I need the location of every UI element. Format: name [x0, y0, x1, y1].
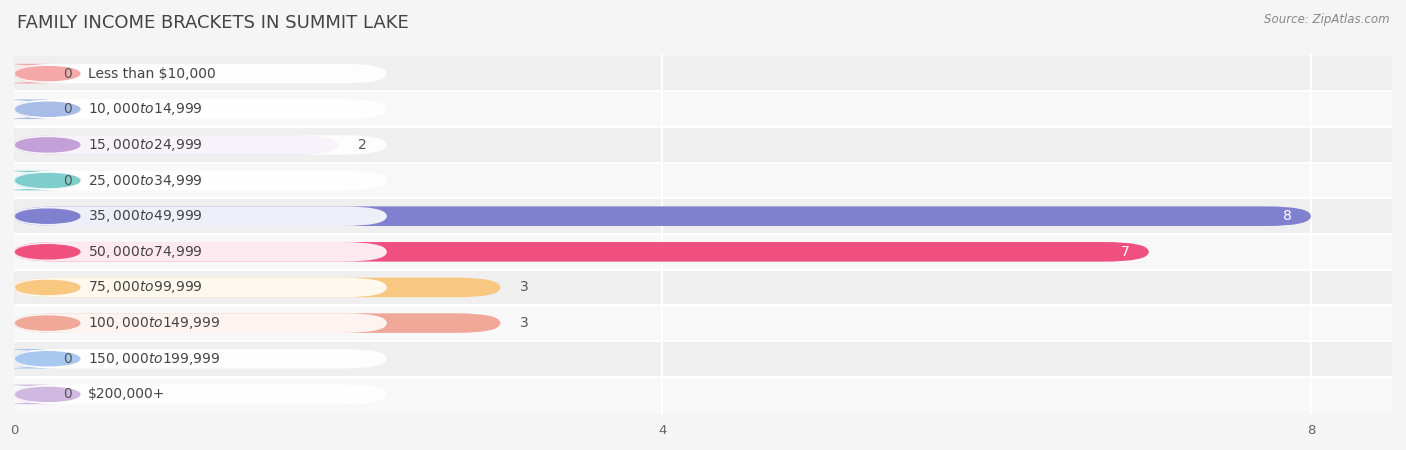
Bar	[14, 270, 1392, 305]
FancyBboxPatch shape	[14, 99, 387, 119]
Text: $150,000 to $199,999: $150,000 to $199,999	[89, 351, 221, 367]
Text: $15,000 to $24,999: $15,000 to $24,999	[89, 137, 202, 153]
FancyBboxPatch shape	[0, 349, 59, 369]
FancyBboxPatch shape	[14, 64, 387, 83]
Text: $35,000 to $49,999: $35,000 to $49,999	[89, 208, 202, 224]
Bar	[14, 341, 1392, 377]
Text: 0: 0	[63, 174, 72, 188]
FancyBboxPatch shape	[14, 278, 501, 297]
FancyBboxPatch shape	[14, 385, 387, 404]
FancyBboxPatch shape	[14, 242, 1149, 261]
Circle shape	[15, 387, 80, 401]
Circle shape	[15, 174, 80, 188]
FancyBboxPatch shape	[14, 207, 387, 226]
Text: $50,000 to $74,999: $50,000 to $74,999	[89, 244, 202, 260]
Text: 0: 0	[63, 387, 72, 401]
Text: $75,000 to $99,999: $75,000 to $99,999	[89, 279, 202, 296]
FancyBboxPatch shape	[14, 207, 1310, 226]
Circle shape	[15, 102, 80, 116]
Text: $100,000 to $149,999: $100,000 to $149,999	[89, 315, 221, 331]
Bar	[14, 377, 1392, 412]
Bar	[14, 163, 1392, 198]
FancyBboxPatch shape	[0, 385, 59, 404]
Text: 0: 0	[63, 352, 72, 366]
Circle shape	[15, 280, 80, 294]
Text: Source: ZipAtlas.com: Source: ZipAtlas.com	[1264, 14, 1389, 27]
Bar	[14, 127, 1392, 163]
FancyBboxPatch shape	[14, 349, 387, 369]
Bar	[14, 56, 1392, 91]
Circle shape	[15, 352, 80, 366]
Text: $200,000+: $200,000+	[89, 387, 166, 401]
Text: 0: 0	[63, 102, 72, 116]
Text: $10,000 to $14,999: $10,000 to $14,999	[89, 101, 202, 117]
Circle shape	[15, 209, 80, 223]
Bar	[14, 305, 1392, 341]
FancyBboxPatch shape	[0, 99, 59, 119]
Circle shape	[15, 245, 80, 259]
Bar	[14, 234, 1392, 270]
Text: FAMILY INCOME BRACKETS IN SUMMIT LAKE: FAMILY INCOME BRACKETS IN SUMMIT LAKE	[17, 14, 409, 32]
Text: 3: 3	[520, 280, 529, 294]
FancyBboxPatch shape	[14, 135, 387, 155]
Text: 0: 0	[63, 67, 72, 81]
Text: 3: 3	[520, 316, 529, 330]
Bar	[14, 198, 1392, 234]
FancyBboxPatch shape	[14, 242, 387, 261]
Bar	[14, 91, 1392, 127]
Circle shape	[15, 138, 80, 152]
FancyBboxPatch shape	[0, 171, 59, 190]
FancyBboxPatch shape	[14, 313, 387, 333]
Text: 8: 8	[1282, 209, 1292, 223]
FancyBboxPatch shape	[14, 135, 339, 155]
FancyBboxPatch shape	[14, 313, 501, 333]
FancyBboxPatch shape	[14, 278, 387, 297]
FancyBboxPatch shape	[14, 171, 387, 190]
Text: Less than $10,000: Less than $10,000	[89, 67, 215, 81]
Text: 7: 7	[1121, 245, 1129, 259]
Circle shape	[15, 316, 80, 330]
Text: 2: 2	[357, 138, 367, 152]
Circle shape	[15, 67, 80, 81]
FancyBboxPatch shape	[0, 64, 59, 83]
Text: $25,000 to $34,999: $25,000 to $34,999	[89, 172, 202, 189]
